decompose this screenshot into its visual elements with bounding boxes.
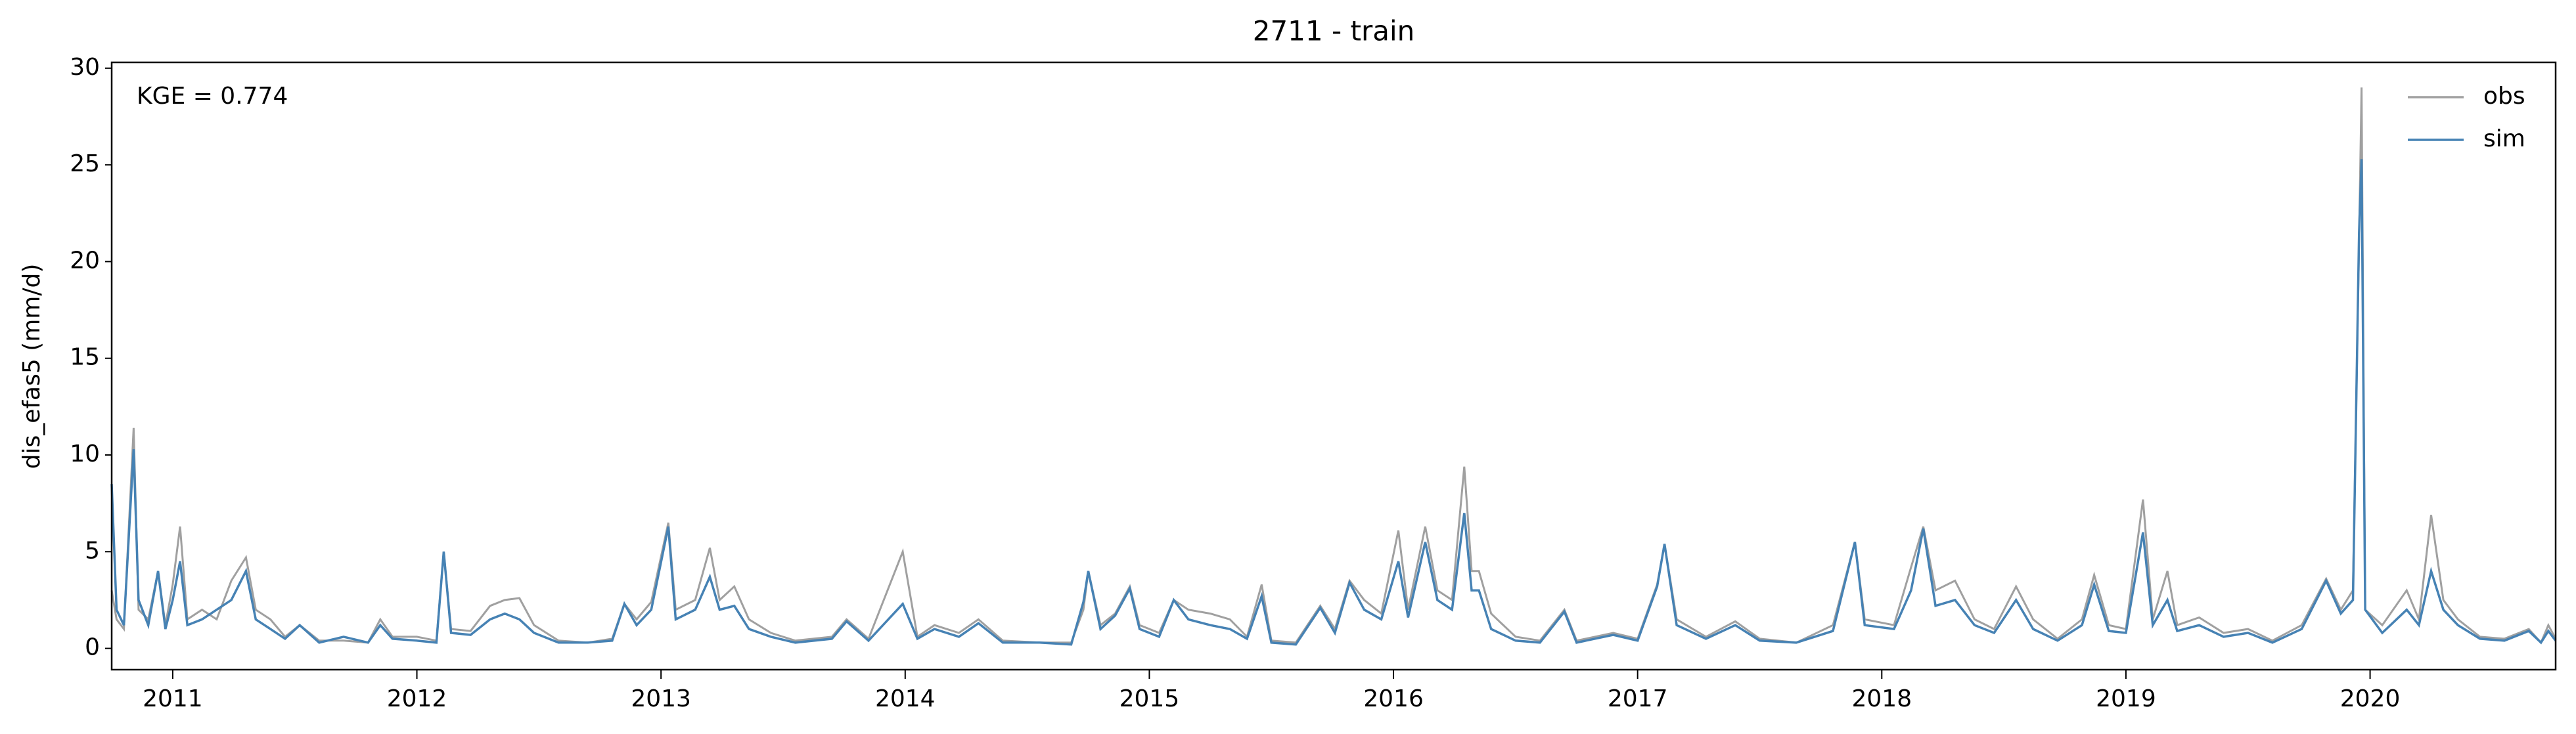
y-tick-label: 5 [85,537,100,564]
series-line [110,87,2557,645]
x-tick-label: 2018 [1851,685,1912,712]
chart-title: 2711 - train [1253,15,1415,47]
x-tick-label: 2012 [387,685,447,712]
x-tick-label: 2019 [2096,685,2156,712]
x-tick-label: 2015 [1119,685,1180,712]
legend-label: sim [2483,125,2525,152]
x-tick-label: 2011 [143,685,203,712]
plot-frame [110,61,2557,671]
y-tick-label: 25 [70,150,100,177]
y-axis-label: dis_efas5 (mm/d) [18,264,45,469]
annotation: KGE = 0.774 [137,83,288,110]
y-tick-label: 0 [85,634,100,661]
legend-label: obs [2483,83,2525,110]
x-tick-label: 2017 [1608,685,1668,712]
series-line [110,159,2557,646]
x-tick-label: 2020 [2340,685,2401,712]
x-tick-label: 2013 [631,685,691,712]
y-tick-label: 15 [70,344,100,371]
y-tick-label: 10 [70,441,100,467]
x-tick-label: 2014 [875,685,936,712]
y-tick-label: 30 [70,54,100,81]
x-tick-label: 2016 [1363,685,1424,712]
y-tick-label: 20 [70,247,100,274]
